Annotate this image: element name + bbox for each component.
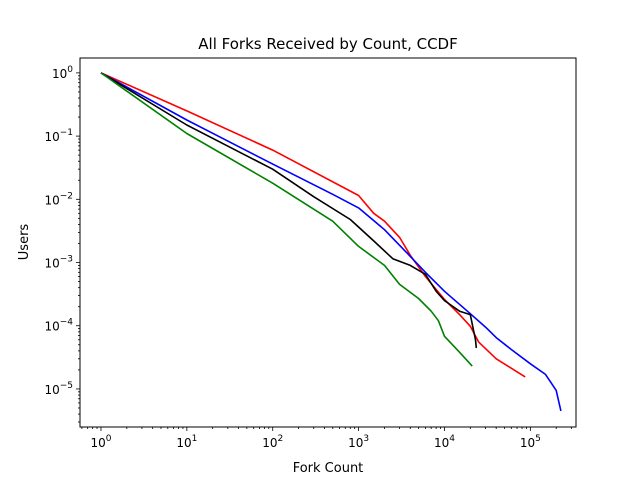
y-tick-label: 10−1 [44, 128, 73, 144]
axis-ticks: 100 101 102 103 104 105 100 10−1 10−2 10−3 10−4 10−… [44, 65, 572, 450]
x-tick-label: 101 [176, 434, 197, 450]
y-tick-label: 10−3 [44, 255, 73, 271]
x-tick-label: 103 [348, 434, 369, 450]
y-tick-label: 10−5 [44, 381, 73, 397]
x-axis-label: Fork Count [293, 461, 364, 476]
y-axis-label: Users [17, 224, 32, 261]
series-line-2 [100, 72, 562, 412]
chart-title: All Forks Received by Count, CCDF [198, 35, 457, 53]
plot-area [100, 72, 562, 412]
series-line-3 [100, 72, 478, 349]
series-line-4 [100, 72, 473, 367]
x-tick-label: 100 [90, 434, 111, 450]
y-tick-label: 100 [52, 65, 73, 81]
x-tick-label: 104 [434, 434, 455, 450]
y-tick-label: 10−4 [44, 318, 73, 334]
x-tick-label: 102 [262, 434, 283, 450]
x-tick-label: 105 [520, 434, 541, 450]
y-tick-label: 10−2 [44, 191, 73, 207]
axes-frame [79, 57, 577, 428]
